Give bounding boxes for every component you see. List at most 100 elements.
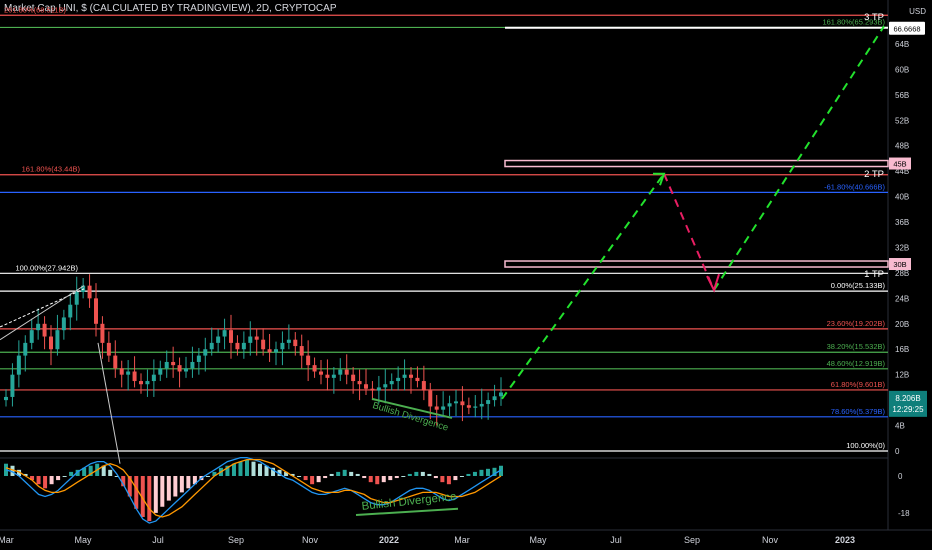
macd-histogram-bar bbox=[336, 471, 341, 476]
divergence-line bbox=[371, 397, 453, 419]
x-tick-label: Sep bbox=[228, 535, 244, 545]
macd-histogram-bar bbox=[127, 476, 132, 497]
macd-histogram-bar bbox=[401, 476, 406, 477]
candle-body bbox=[209, 342, 214, 350]
macd-histogram-bar bbox=[82, 467, 87, 476]
fib-level-label: 0.00%(25.133B) bbox=[831, 281, 886, 290]
fib-level-label: -61.80%(40.666B) bbox=[824, 182, 885, 191]
candle-body bbox=[409, 374, 413, 378]
current-top-price-tag bbox=[889, 21, 925, 35]
candle-body bbox=[23, 342, 28, 356]
candle-body bbox=[299, 346, 304, 356]
candle-body bbox=[473, 406, 478, 408]
fib-level-label: 161.80%(43.44B) bbox=[22, 165, 81, 174]
y-tick-label: 48B bbox=[895, 142, 909, 151]
candle-body bbox=[415, 377, 420, 382]
y-tick-label: 64B bbox=[895, 40, 909, 49]
candle-body bbox=[216, 336, 221, 343]
macd-histogram-bar bbox=[362, 476, 367, 479]
y-tick-label: 24B bbox=[895, 294, 909, 303]
macd-histogram-bar bbox=[316, 476, 321, 483]
candle-body bbox=[100, 323, 105, 343]
candle-body bbox=[49, 336, 53, 350]
resistance-price-label: 30B bbox=[893, 260, 906, 269]
y-tick-label: 28B bbox=[895, 269, 909, 278]
candle-body bbox=[241, 342, 246, 350]
resistance-price-tag bbox=[889, 258, 911, 271]
candle-body bbox=[454, 401, 458, 404]
macd-histogram-bar bbox=[153, 476, 158, 513]
candle-body bbox=[145, 381, 150, 385]
candle-body bbox=[164, 361, 169, 369]
macd-histogram-bar bbox=[427, 473, 432, 476]
candle-body bbox=[293, 339, 298, 347]
macd-histogram-bar bbox=[303, 476, 308, 481]
candle-body bbox=[222, 330, 227, 337]
y-tick-label: 32B bbox=[895, 243, 909, 252]
arrow-head bbox=[653, 172, 666, 186]
macd-y-tick-label: -18 bbox=[898, 509, 910, 518]
macd-histogram-bar bbox=[459, 476, 464, 477]
fib-level-label: 61.80%(9.601B) bbox=[831, 380, 886, 389]
macd-histogram-bar bbox=[186, 476, 191, 489]
candle-body bbox=[383, 384, 388, 388]
macd-histogram-bar bbox=[244, 459, 249, 476]
x-tick-label: Jul bbox=[152, 535, 164, 545]
candle-body bbox=[357, 381, 362, 385]
candle-body bbox=[306, 355, 311, 366]
candle-body bbox=[486, 400, 491, 404]
macd-histogram-bar bbox=[231, 463, 236, 476]
candle-body bbox=[29, 330, 34, 343]
projection-path bbox=[663, 173, 715, 291]
macd-histogram-bar bbox=[251, 461, 256, 476]
macd-divergence-line bbox=[355, 507, 459, 516]
macd-histogram-bar bbox=[329, 473, 334, 476]
candle-body bbox=[364, 384, 368, 389]
macd-histogram-bar bbox=[121, 476, 126, 487]
x-tick-label: 2022 bbox=[379, 535, 399, 545]
candle-body bbox=[261, 339, 266, 350]
candle-body bbox=[466, 405, 471, 408]
macd-histogram-bar bbox=[205, 476, 210, 477]
candle-body bbox=[479, 403, 484, 407]
projection-path bbox=[713, 25, 885, 291]
candle-body bbox=[106, 342, 111, 356]
macd-histogram-bar bbox=[407, 473, 412, 476]
macd-histogram-bar bbox=[453, 476, 458, 481]
macd-histogram-bar bbox=[160, 476, 165, 507]
current-price-tag bbox=[889, 390, 927, 417]
macd-histogram-bar bbox=[284, 471, 289, 476]
macd-histogram-bar bbox=[271, 467, 276, 476]
target-label: 3 TP bbox=[864, 12, 884, 23]
currency-label[interactable]: USD bbox=[909, 7, 926, 16]
bar-countdown-label: 12:29:25 bbox=[892, 405, 924, 414]
candle-body bbox=[331, 374, 336, 378]
macd-histogram-bar bbox=[414, 471, 419, 476]
candle-body bbox=[203, 349, 208, 356]
macd-histogram-bar bbox=[212, 471, 217, 476]
macd-histogram-bar bbox=[147, 476, 152, 522]
candle-body bbox=[319, 371, 323, 375]
macd-histogram-bar bbox=[388, 476, 393, 481]
macd-histogram-bar bbox=[355, 473, 360, 476]
candle-body bbox=[87, 285, 92, 299]
y-tick-label: 52B bbox=[895, 116, 909, 125]
candle-body bbox=[447, 403, 452, 407]
candle-body bbox=[74, 292, 79, 305]
trend-line bbox=[97, 342, 121, 464]
macd-histogram-bar bbox=[479, 469, 484, 476]
x-tick-label: May bbox=[74, 535, 92, 545]
fib-level-label: 78.60%(5.379B) bbox=[831, 407, 886, 416]
resistance-zone bbox=[504, 260, 889, 268]
candle-body bbox=[492, 396, 497, 401]
fib-level-label: 48.60%(12.919B) bbox=[827, 359, 886, 368]
macd-histogram-bar bbox=[466, 473, 471, 476]
macd-histogram-bar bbox=[43, 476, 48, 489]
candle-body bbox=[286, 339, 291, 343]
macd-histogram-bar bbox=[238, 461, 243, 476]
candle-body bbox=[171, 361, 176, 366]
candle-body bbox=[441, 406, 446, 410]
resistance-zone bbox=[504, 159, 889, 168]
candle-body bbox=[402, 374, 407, 378]
